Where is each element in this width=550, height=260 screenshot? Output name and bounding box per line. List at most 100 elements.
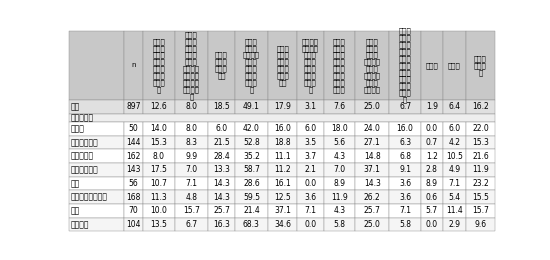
Bar: [69, 204, 124, 218]
Bar: [355, 163, 389, 177]
Text: その他: その他: [425, 62, 438, 69]
Bar: [208, 31, 234, 100]
Bar: [466, 149, 495, 163]
Bar: [143, 190, 174, 204]
Text: 14.3: 14.3: [213, 179, 230, 188]
Text: 58.7: 58.7: [243, 165, 260, 174]
Bar: [69, 100, 124, 114]
Text: 3.7: 3.7: [304, 152, 316, 161]
Text: 10.0: 10.0: [150, 206, 167, 215]
Bar: [421, 31, 443, 100]
Text: 143: 143: [126, 165, 141, 174]
Text: 6.0: 6.0: [216, 124, 228, 133]
Bar: [69, 177, 124, 190]
Bar: [466, 204, 495, 218]
Text: 0.0: 0.0: [304, 179, 316, 188]
Text: 8.9: 8.9: [333, 179, 345, 188]
Text: 4.3: 4.3: [333, 206, 345, 215]
Bar: [174, 177, 208, 190]
Bar: [323, 149, 355, 163]
Text: 68.3: 68.3: [243, 220, 260, 229]
Bar: [298, 149, 323, 163]
Text: 6.7: 6.7: [185, 220, 197, 229]
Text: 7.1: 7.1: [185, 179, 197, 188]
Text: 7.0: 7.0: [333, 165, 345, 174]
Text: 適切な
内容や
レベル
の設け
ている
教育訓
練機関
がない: 適切な 内容や レベル の設け ている 教育訓 練機関 がない: [333, 38, 346, 93]
Bar: [208, 177, 234, 190]
Text: 4.8: 4.8: [185, 193, 197, 202]
Text: 12.6: 12.6: [150, 102, 167, 111]
Bar: [355, 122, 389, 135]
Text: 特に問
題はな
い: 特に問 題はな い: [474, 55, 487, 76]
Text: 従業員
のやる
気が乏
しい: 従業員 のやる 気が乏 しい: [215, 52, 228, 79]
Bar: [298, 218, 323, 231]
Bar: [298, 163, 323, 177]
Bar: [298, 177, 323, 190]
Bar: [234, 204, 268, 218]
Text: 52.8: 52.8: [243, 138, 260, 147]
Bar: [234, 149, 268, 163]
Text: 4.2: 4.2: [448, 138, 460, 147]
Text: 教育訓
練に関
わる国
の助成
金の申
請手続
きがわ
からな
い／煩
瑣であ
る: 教育訓 練に関 わる国 の助成 金の申 請手続 きがわ からな い／煩 瑣であ …: [399, 28, 411, 103]
Text: 5.8: 5.8: [333, 220, 345, 229]
Bar: [298, 31, 323, 100]
Text: 168: 168: [126, 193, 141, 202]
Text: 葬祭: 葬祭: [70, 179, 80, 188]
Text: 15.7: 15.7: [472, 206, 489, 215]
Text: 5.7: 5.7: [426, 206, 438, 215]
Bar: [234, 135, 268, 149]
Bar: [355, 149, 389, 163]
Bar: [389, 149, 421, 163]
Bar: [443, 31, 466, 100]
Text: 3.6: 3.6: [399, 179, 411, 188]
Text: 59.5: 59.5: [243, 193, 260, 202]
Bar: [124, 100, 143, 114]
Bar: [268, 218, 298, 231]
Text: 15.3: 15.3: [150, 138, 167, 147]
Bar: [69, 114, 495, 122]
Text: 建物サービス: 建物サービス: [70, 138, 98, 147]
Bar: [124, 149, 143, 163]
Bar: [208, 149, 234, 163]
Bar: [124, 31, 143, 100]
Text: 情報サービス: 情報サービス: [70, 165, 98, 174]
Text: 7.1: 7.1: [399, 206, 411, 215]
Bar: [298, 135, 323, 149]
Bar: [443, 149, 466, 163]
Text: 50: 50: [129, 124, 138, 133]
Text: 13.5: 13.5: [150, 220, 167, 229]
Bar: [143, 122, 174, 135]
Text: 3.6: 3.6: [304, 193, 316, 202]
Text: 5.8: 5.8: [399, 220, 411, 229]
Bar: [389, 204, 421, 218]
Bar: [355, 204, 389, 218]
Bar: [355, 177, 389, 190]
Bar: [268, 100, 298, 114]
Bar: [443, 163, 466, 177]
Text: 42.0: 42.0: [243, 124, 260, 133]
Bar: [389, 177, 421, 190]
Text: 34.6: 34.6: [274, 220, 292, 229]
Bar: [466, 177, 495, 190]
Bar: [174, 31, 208, 100]
Bar: [69, 122, 124, 135]
Bar: [443, 190, 466, 204]
Bar: [234, 218, 268, 231]
Text: 35.2: 35.2: [243, 152, 260, 161]
Text: 162: 162: [126, 152, 141, 161]
Text: 0.6: 0.6: [426, 193, 438, 202]
Text: 1.9: 1.9: [426, 102, 438, 111]
Text: 学習塾: 学習塾: [70, 124, 84, 133]
Text: 22.0: 22.0: [472, 124, 489, 133]
Text: 【業種別】: 【業種別】: [70, 113, 94, 122]
Text: 14.3: 14.3: [364, 179, 381, 188]
Bar: [208, 122, 234, 135]
Bar: [389, 100, 421, 114]
Bar: [143, 163, 174, 177]
Bar: [174, 190, 208, 204]
Bar: [208, 204, 234, 218]
Bar: [268, 190, 298, 204]
Bar: [389, 135, 421, 149]
Text: 2.9: 2.9: [448, 220, 460, 229]
Bar: [443, 218, 466, 231]
